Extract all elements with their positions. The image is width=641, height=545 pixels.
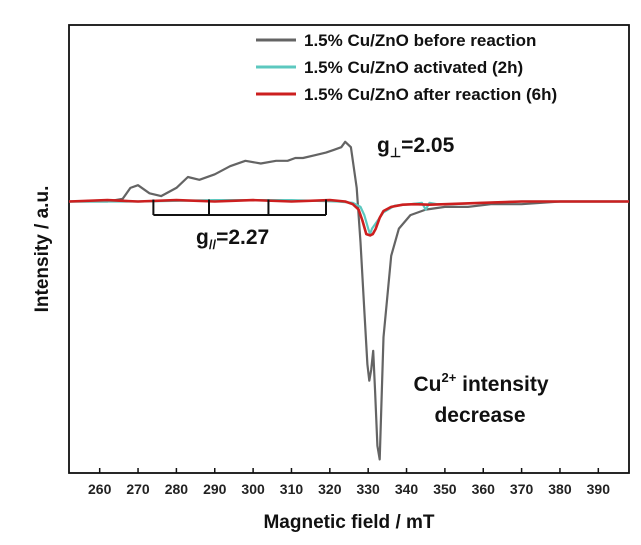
x-tick-label-7: 330 — [356, 481, 380, 497]
g-par-value: =2.27 — [216, 226, 269, 249]
x-tick-label-6: 320 — [318, 481, 342, 497]
cu-label: Cu — [413, 373, 441, 396]
x-tick-label-0: 260 — [88, 481, 112, 497]
x-tick-label-10: 360 — [472, 481, 496, 497]
x-tick-label-8: 340 — [395, 481, 419, 497]
legend: 1.5% Cu/ZnO before reaction 1.5% Cu/ZnO … — [256, 31, 557, 104]
series-line-0 — [69, 140, 629, 461]
plot-frame — [68, 24, 630, 474]
g-par-sub: // — [209, 237, 217, 252]
x-tick-label-5: 310 — [280, 481, 304, 497]
x-tick-label-1: 270 — [126, 481, 150, 497]
g-par-prefix: g — [196, 226, 209, 249]
x-tick-label-12: 380 — [548, 481, 572, 497]
g-perp-annotation: g⊥=2.05 — [377, 134, 455, 160]
cu-superscript: 2+ — [441, 370, 456, 385]
g-perp-value: =2.05 — [401, 134, 454, 157]
y-axis-title: Intensity / a.u. — [32, 186, 53, 313]
x-tick-label-3: 290 — [203, 481, 227, 497]
hyperfine-bracket — [152, 199, 327, 216]
x-tick-label-13: 390 — [587, 481, 611, 497]
g-par-annotation: g//=2.27 — [196, 226, 269, 252]
x-tick-label-4: 300 — [241, 481, 265, 497]
legend-label-activated: 1.5% Cu/ZnO activated (2h) — [304, 58, 523, 77]
x-tick-label-9: 350 — [433, 481, 457, 497]
cu-intensity-annotation-line1: Cu2+ intensity — [413, 370, 548, 396]
series-layer — [68, 140, 629, 461]
legend-label-before: 1.5% Cu/ZnO before reaction — [304, 31, 536, 50]
cu-intensity-annotation-line2: decrease — [434, 404, 525, 427]
cu-intensity-word: intensity — [456, 373, 549, 396]
g-perp-prefix: g — [377, 134, 390, 157]
series-line-2 — [68, 198, 629, 237]
x-axis-title: Magnetic field / mT — [263, 512, 434, 533]
g-perp-sub: ⊥ — [390, 145, 401, 160]
x-tick-label-11: 370 — [510, 481, 534, 497]
legend-label-after: 1.5% Cu/ZnO after reaction (6h) — [304, 85, 557, 104]
x-tick-label-2: 280 — [165, 481, 189, 497]
x-axis-ticks: 260 270 280 290 300 310 320 330 340 350 360 370 380 3… — [88, 468, 610, 497]
